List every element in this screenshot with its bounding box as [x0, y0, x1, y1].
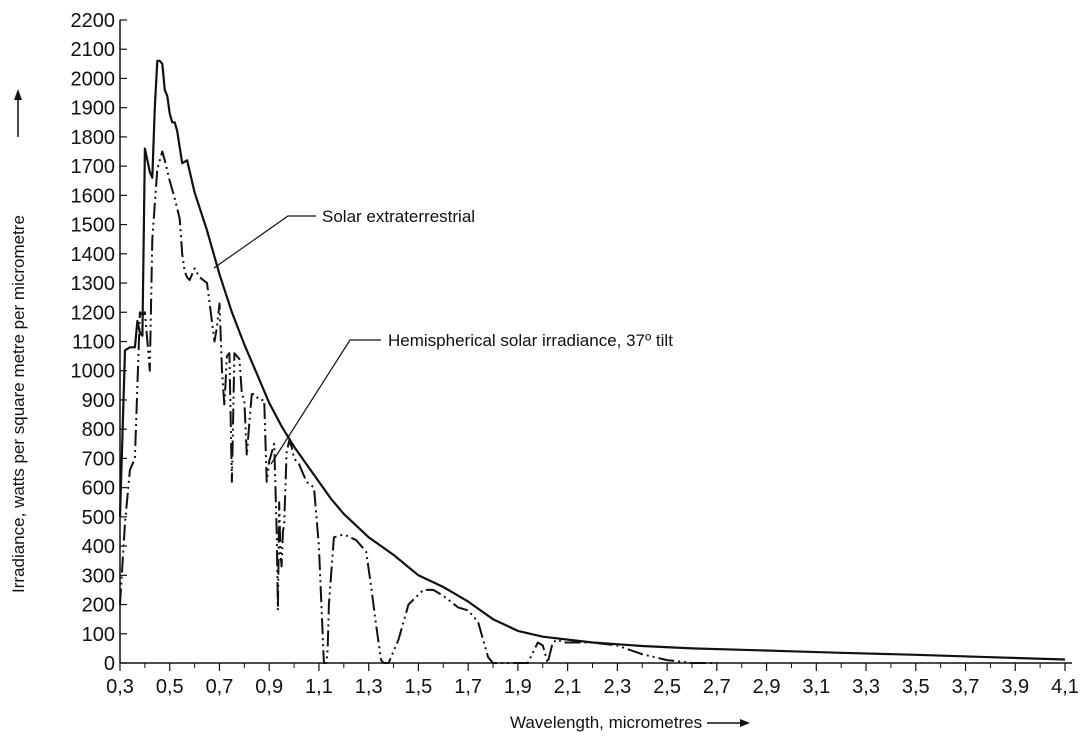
- y-tick-label: 1300: [71, 273, 116, 295]
- x-tick-label: 2,7: [703, 676, 731, 698]
- y-axis-title: Irradiance, watts per square metre per m…: [9, 215, 28, 593]
- y-tick-label: 2100: [71, 39, 116, 61]
- y-tick-label: 100: [82, 624, 115, 646]
- y-tick-label: 2200: [71, 10, 116, 32]
- y-tick-label: 0: [104, 653, 115, 675]
- y-tick-label: 1800: [71, 127, 116, 149]
- x-tick-label: 0,3: [106, 676, 134, 698]
- x-tick-label: 0,9: [255, 676, 283, 698]
- y-tick-label: 700: [82, 448, 115, 470]
- x-tick-label: 1,3: [355, 676, 383, 698]
- y-tick-label: 1400: [71, 244, 116, 266]
- x-tick-label: 2,3: [603, 676, 631, 698]
- x-tick-label: 2,1: [554, 676, 582, 698]
- x-tick-label: 0,5: [156, 676, 184, 698]
- annotation-leader-hemispherical: [270, 339, 381, 465]
- y-tick-label: 1000: [71, 361, 116, 383]
- x-tick-label: 1,7: [454, 676, 482, 698]
- x-tick-label: 2,5: [653, 676, 681, 698]
- y-axis-arrow: [14, 89, 22, 137]
- x-axis-title: Wavelength, micrometres: [510, 713, 702, 732]
- series-line-hemispherical: [119, 150, 717, 664]
- x-tick-label: 1,9: [504, 676, 532, 698]
- y-tick-label: 600: [82, 478, 115, 500]
- y-tick-label: 1100: [72, 332, 115, 354]
- x-tick-label: 2,9: [753, 676, 781, 698]
- y-tick-label: 500: [82, 507, 115, 529]
- y-tick-label: 400: [82, 536, 115, 558]
- y-tick-label: 1500: [71, 215, 116, 237]
- y-tick-label: 1600: [71, 185, 116, 207]
- annotation-hemispherical: Hemispherical solar irradiance, 37º tilt: [388, 331, 673, 350]
- y-tick-label: 1200: [71, 302, 116, 324]
- series-layer: [118, 59, 1066, 664]
- x-tick-label: 1,5: [405, 676, 433, 698]
- annotations: Solar extraterrestrial Hemispherical sol…: [213, 207, 673, 465]
- y-ticks: 0 100 200 300 400 500 600 700 800 900 1000 1100 1200…: [71, 10, 127, 675]
- y-tick-label: 1900: [71, 98, 116, 120]
- y-tick-label: 1700: [71, 156, 116, 178]
- x-axis-arrow: [707, 719, 750, 727]
- x-tick-label: 3,3: [852, 676, 880, 698]
- x-tick-label: 0,7: [206, 676, 234, 698]
- x-tick-label: 3,5: [902, 676, 930, 698]
- x-tick-label: 4,1: [1051, 676, 1079, 698]
- x-ticks: 0,3 0,5 0,7 0,9 1,1 1,3 1,5 1,7 1,9 2,1 2,3 2,5 2,7 2…: [106, 663, 1079, 698]
- y-tick-label: 200: [82, 595, 115, 617]
- annotation-leader-extraterrestrial: [213, 215, 316, 269]
- x-tick-label: 1,1: [305, 676, 333, 698]
- y-tick-label: 2000: [71, 68, 116, 90]
- x-tick-label: 3,1: [802, 676, 830, 698]
- x-tick-label: 3,7: [952, 676, 980, 698]
- y-tick-label: 300: [82, 565, 115, 587]
- y-tick-label: 900: [82, 390, 115, 412]
- y-tick-label: 800: [82, 419, 115, 441]
- series-line-extraterrestrial: [118, 59, 1066, 661]
- x-tick-label: 3,9: [1001, 676, 1029, 698]
- annotation-solar-extraterrestrial: Solar extraterrestrial: [322, 207, 475, 226]
